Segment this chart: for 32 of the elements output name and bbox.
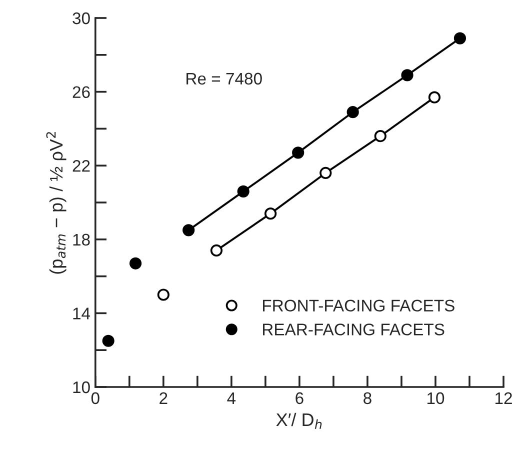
x-tick-label: 4: [227, 392, 236, 404]
y-tick-label: 30: [72, 12, 90, 24]
point: [454, 32, 466, 44]
y-tick-label: 22: [72, 160, 90, 172]
point: [237, 185, 250, 198]
y-tick-label: 26: [72, 86, 90, 98]
y-tick-label: 18: [73, 234, 90, 246]
y-tick-label: 10: [73, 381, 90, 394]
point: [346, 106, 359, 118]
point: [401, 69, 414, 82]
point: [157, 288, 170, 301]
point: [102, 334, 114, 347]
legend-label: FRONT-FACING FACETS: [262, 300, 454, 312]
x-tick-label: 10: [427, 392, 444, 404]
x-tick-label: 8: [364, 392, 372, 404]
y-axis-title: (p$_{atm}$ − p) / ½ ρV$^{2}$: [46, 132, 66, 274]
point: [292, 146, 304, 159]
point: [428, 91, 441, 104]
point: [320, 166, 332, 180]
x-tick-label: 12: [496, 392, 512, 404]
point: [374, 130, 386, 142]
x-tick-label: 2: [160, 392, 168, 404]
x-axis-title: X′/ D$_{h}$: [276, 412, 322, 429]
y-tick-label: 14: [73, 308, 90, 320]
x-tick-label: 6: [296, 392, 304, 404]
x-tick-label: 0: [91, 392, 100, 404]
annotation: Re = 7480: [186, 72, 262, 85]
point: [182, 224, 195, 236]
point: [264, 208, 277, 220]
point: [210, 244, 223, 257]
point: [129, 257, 142, 270]
legend-label: REAR-FACING FACETS: [262, 324, 444, 336]
